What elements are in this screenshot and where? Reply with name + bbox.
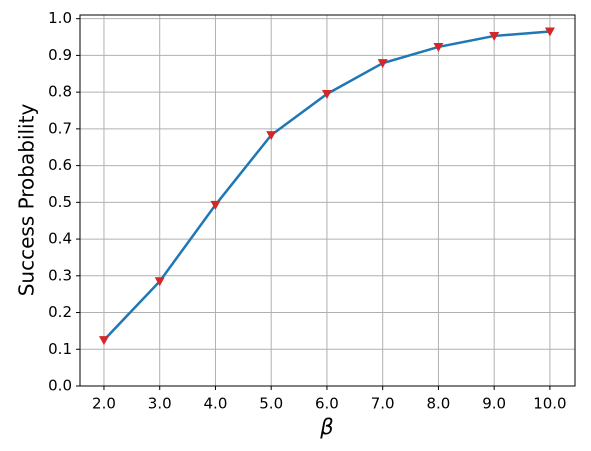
- plot-frame: [79, 14, 576, 387]
- y-tick-label: 0.2: [48, 303, 72, 321]
- x-tick-label: 5.0: [259, 395, 283, 413]
- marker: [154, 277, 165, 287]
- x-tick-label: 2.0: [92, 395, 116, 413]
- x-axis-label: β: [319, 415, 333, 439]
- y-tick-label: 0.3: [48, 266, 72, 284]
- x-tick-label: 7.0: [371, 395, 395, 413]
- marker: [544, 27, 555, 37]
- y-axis-label: Success Probability: [15, 104, 39, 297]
- x-tick-label: 9.0: [482, 395, 506, 413]
- x-tick-label: 4.0: [204, 395, 228, 413]
- marker: [266, 131, 277, 141]
- y-tick-label: 0.1: [48, 340, 72, 358]
- marker: [433, 42, 444, 52]
- marker: [489, 31, 500, 41]
- marker: [377, 59, 388, 69]
- y-tick-label: 0.5: [48, 193, 72, 211]
- y-tick-label: 0.0: [48, 377, 72, 395]
- y-tick-label: 0.6: [48, 156, 72, 174]
- x-tick-label: 3.0: [148, 395, 172, 413]
- y-tick-label: 0.7: [48, 119, 72, 137]
- marker: [210, 200, 221, 210]
- x-tick-label: 10.0: [533, 395, 566, 413]
- y-tick-label: 1.0: [48, 9, 72, 27]
- y-tick-label: 0.9: [48, 46, 72, 64]
- x-tick-label: 6.0: [315, 395, 339, 413]
- y-tick-label: 0.4: [48, 230, 72, 248]
- y-tick-label: 0.8: [48, 83, 72, 101]
- x-tick-label: 8.0: [426, 395, 450, 413]
- marker: [321, 89, 332, 99]
- marker: [98, 336, 109, 346]
